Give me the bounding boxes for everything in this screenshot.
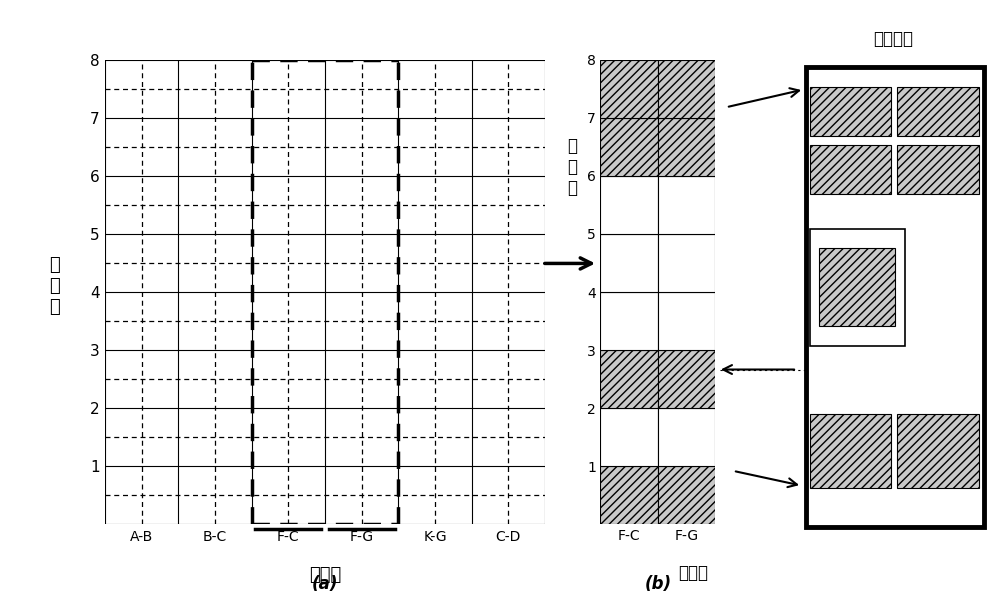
Text: 频
谱
轴: 频 谱 轴 xyxy=(567,137,577,197)
Bar xyxy=(658,234,715,292)
Bar xyxy=(600,350,658,408)
Text: 频
谱
轴: 频 谱 轴 xyxy=(50,256,60,316)
Bar xyxy=(600,60,658,118)
Bar xyxy=(600,408,658,466)
Bar xyxy=(897,145,979,194)
Bar xyxy=(658,118,715,176)
Bar xyxy=(600,176,658,234)
Bar xyxy=(810,87,891,136)
Text: 链路轴: 链路轴 xyxy=(309,566,341,584)
Text: 小矩形块: 小矩形块 xyxy=(873,30,913,48)
Bar xyxy=(658,466,715,524)
Bar xyxy=(819,248,895,326)
Text: (b): (b) xyxy=(644,575,672,593)
Text: 链路轴: 链路轴 xyxy=(678,564,708,582)
Bar xyxy=(600,234,658,292)
Bar xyxy=(897,414,979,488)
Bar xyxy=(658,408,715,466)
Bar xyxy=(600,466,658,524)
Bar xyxy=(658,292,715,350)
Bar xyxy=(600,118,658,176)
Bar xyxy=(658,176,715,234)
Text: (a): (a) xyxy=(312,575,338,593)
Bar xyxy=(810,414,891,488)
Bar xyxy=(810,145,891,194)
Bar xyxy=(897,87,979,136)
Bar xyxy=(658,60,715,118)
Bar xyxy=(810,228,904,346)
Bar xyxy=(600,292,658,350)
Bar xyxy=(658,350,715,408)
